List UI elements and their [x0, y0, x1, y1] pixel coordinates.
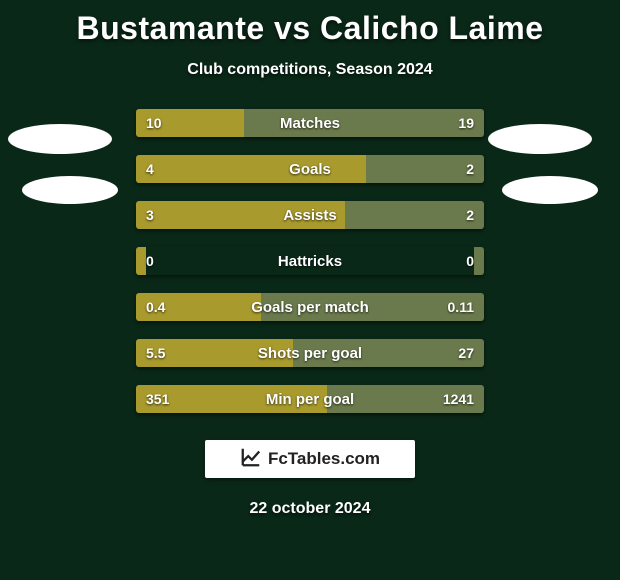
stat-label: Matches: [136, 109, 484, 137]
player-ellipse: [8, 124, 112, 154]
stat-row: 00Hattricks: [136, 247, 484, 275]
stat-row: 3511241Min per goal: [136, 385, 484, 413]
stat-label: Hattricks: [136, 247, 484, 275]
stat-row: 32Assists: [136, 201, 484, 229]
stat-label: Shots per goal: [136, 339, 484, 367]
player-ellipse: [488, 124, 592, 154]
chart-icon: [240, 446, 262, 473]
subtitle: Club competitions, Season 2024: [0, 61, 620, 79]
stat-label: Assists: [136, 201, 484, 229]
stat-row: 5.527Shots per goal: [136, 339, 484, 367]
stat-row: 42Goals: [136, 155, 484, 183]
stat-label: Goals: [136, 155, 484, 183]
comparison-chart: 1019Matches 42Goals 32Assists 00Hattricks 0.…: [0, 109, 620, 419]
brand-label: FcTables.com: [268, 449, 380, 469]
player-ellipse: [502, 176, 598, 204]
stat-row: 0.40.11Goals per match: [136, 293, 484, 321]
stat-bars: 1019Matches 42Goals 32Assists 00Hattricks 0.…: [136, 109, 484, 431]
stat-label: Goals per match: [136, 293, 484, 321]
stat-label: Min per goal: [136, 385, 484, 413]
brand-badge: FcTables.com: [205, 440, 415, 478]
date-label: 22 october 2024: [0, 500, 620, 518]
player-ellipse: [22, 176, 118, 204]
stat-row: 1019Matches: [136, 109, 484, 137]
page-title: Bustamante vs Calicho Laime: [0, 0, 620, 47]
